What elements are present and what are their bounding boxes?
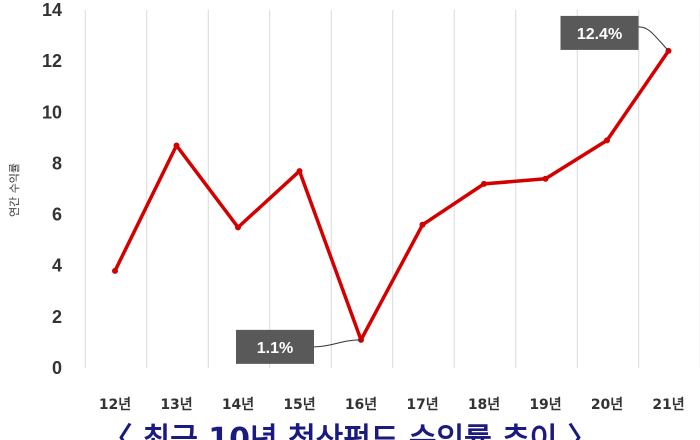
x-tick-label: 17년: [406, 397, 438, 413]
data-point: [542, 175, 549, 182]
y-tick-label: 6: [52, 205, 62, 225]
data-point: [604, 137, 610, 144]
callout-leader: [313, 339, 362, 348]
x-tick-label: 14년: [222, 397, 254, 413]
callout-box: [560, 15, 639, 50]
y-tick-label: 4: [52, 256, 62, 276]
y-axis-ticks: 0 2 4 6 8 10 12 14: [42, 0, 62, 378]
y-tick-label: 12: [42, 51, 62, 71]
y-axis-label: 연간 수익률: [8, 163, 21, 217]
series-group: [112, 47, 672, 343]
x-tick-label: 12년: [99, 397, 131, 413]
y-tick-label: 2: [52, 307, 62, 327]
data-point: [481, 180, 487, 187]
y-tick-label: 8: [52, 153, 62, 173]
data-point: [173, 142, 180, 149]
callout-leader: [638, 26, 669, 52]
x-tick-label: 19년: [529, 397, 561, 413]
x-tick-label: 15년: [283, 397, 315, 413]
data-point: [296, 168, 303, 175]
x-tick-label: 21년: [652, 397, 684, 413]
callout-label: 12.4%: [577, 26, 622, 43]
callout-label: 1.1%: [257, 340, 293, 357]
callout-box: [236, 329, 314, 364]
x-tick-label: 16년: [345, 397, 377, 413]
series-line: [113, 49, 671, 342]
x-tick-label: 18년: [468, 397, 500, 413]
data-point: [419, 221, 426, 228]
data-point: [235, 224, 241, 231]
callouts: 1.1% 12.4%: [236, 15, 669, 364]
y-tick-label: 14: [42, 0, 62, 20]
gridlines: [84, 10, 700, 368]
y-tick-label: 10: [42, 102, 62, 122]
data-point: [112, 267, 118, 274]
y-tick-label: 0: [52, 358, 62, 378]
chart-caption: 〈 최근 10년 청산펀드 수익률 추이 〉: [102, 422, 598, 440]
x-tick-label: 13년: [160, 397, 192, 413]
x-tick-label: 20년: [591, 397, 623, 413]
x-axis-ticks: 12년 13년 14년 15년 16년 17년 18년 19년 20년 21년: [99, 397, 685, 413]
